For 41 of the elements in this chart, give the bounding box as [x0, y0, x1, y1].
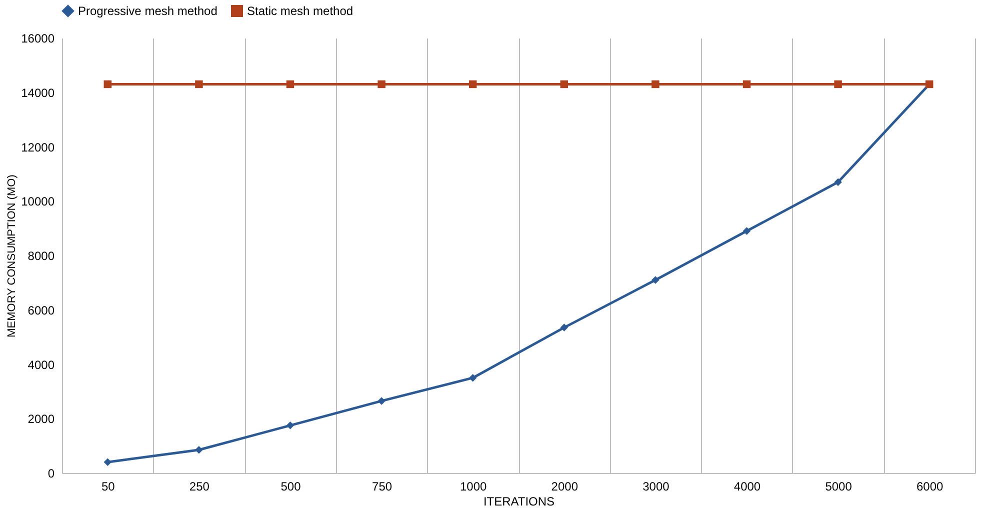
y-tick-label: 0 — [48, 466, 55, 480]
point — [468, 80, 477, 88]
y-tick-label: 10000 — [21, 194, 55, 209]
x-tick-label: 50 — [101, 480, 116, 494]
point — [468, 374, 477, 382]
legend-label: Progressive mesh method — [78, 4, 218, 18]
point — [834, 178, 842, 186]
point — [195, 446, 203, 454]
point — [742, 227, 751, 235]
legend-label: Static mesh method — [247, 4, 354, 18]
x-tick-label: 5000 — [825, 480, 852, 494]
x-tick-label: 750 — [372, 480, 392, 494]
y-tick-label: 14000 — [21, 86, 55, 100]
y-tick-label: 4000 — [28, 358, 55, 372]
point — [104, 458, 112, 466]
point — [378, 397, 386, 405]
x-tick-label: 500 — [280, 480, 302, 494]
point — [742, 80, 751, 88]
point — [652, 276, 660, 284]
y-tick-label: 2000 — [28, 412, 55, 426]
point — [560, 324, 568, 332]
point — [560, 80, 568, 88]
x-tick-label: 2000 — [551, 480, 578, 494]
x-tick-label: 3000 — [642, 480, 670, 494]
x-axis-title: ITERATIONS — [483, 494, 555, 508]
y-tick-label: 6000 — [28, 303, 55, 318]
y-tick-label: 16000 — [21, 32, 55, 46]
y-tick-label: 12000 — [21, 140, 55, 154]
point — [195, 80, 203, 88]
point — [286, 422, 294, 430]
point — [286, 80, 294, 88]
point — [378, 80, 386, 88]
y-tick-label: 8000 — [28, 249, 55, 263]
x-tick-label: 6000 — [916, 480, 944, 494]
point — [104, 80, 112, 88]
point — [834, 80, 842, 88]
y-axis-title: MEMORY CONSUMPTION (MO) — [6, 174, 18, 338]
point — [652, 80, 660, 88]
x-tick-label: 1000 — [460, 480, 488, 494]
x-tick-label: 4000 — [734, 480, 761, 494]
x-tick-label: 250 — [189, 480, 210, 494]
